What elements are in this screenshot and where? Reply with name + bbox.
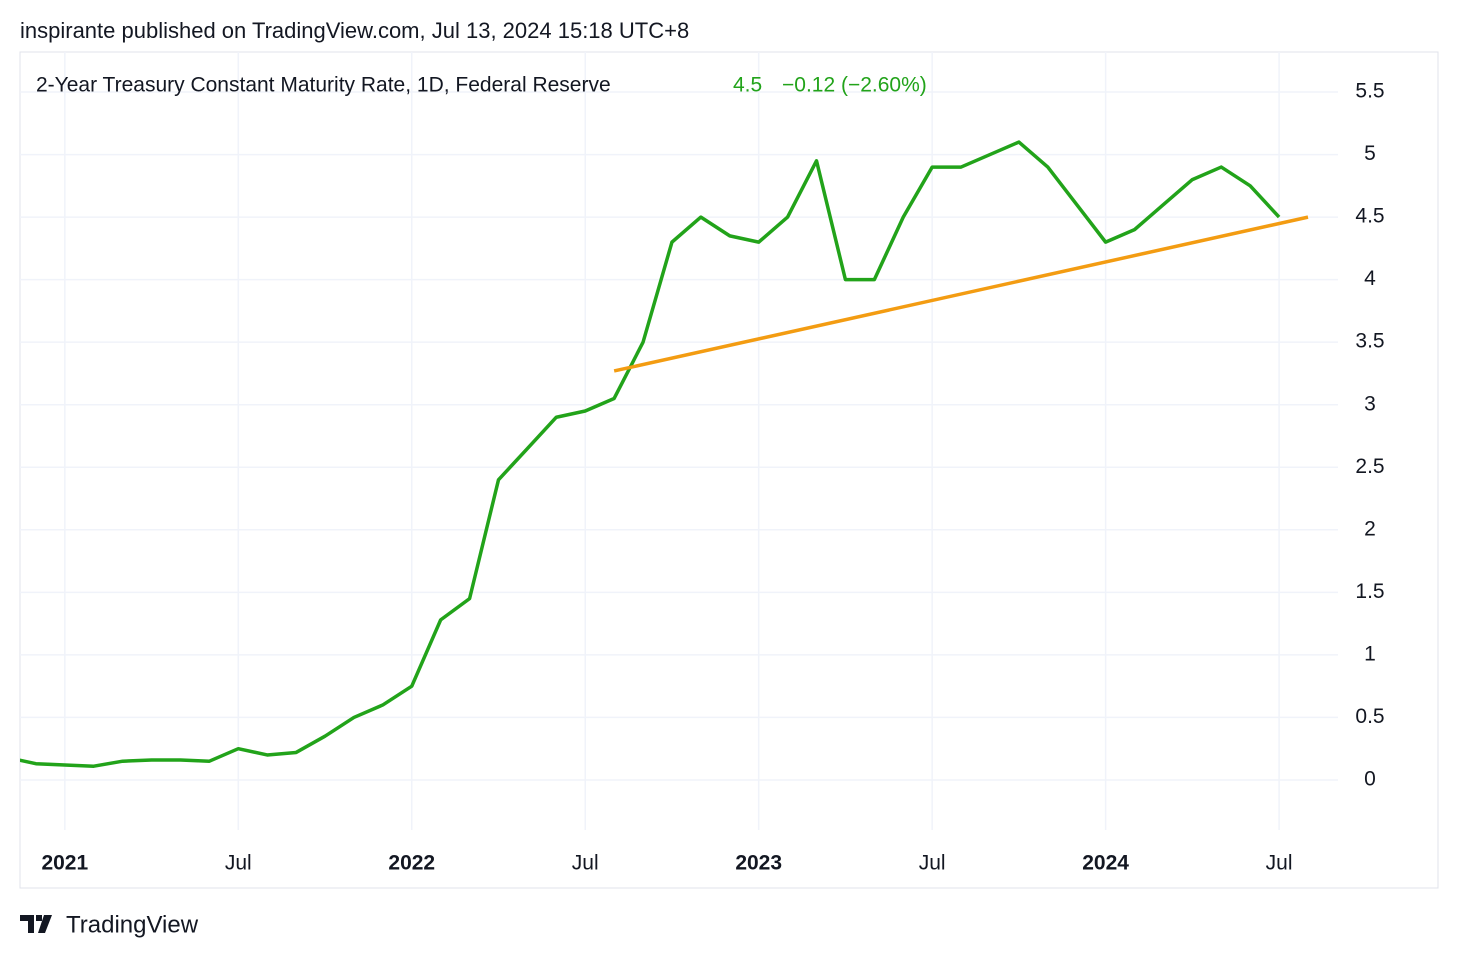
x-tick-label: Jul	[1266, 852, 1293, 875]
y-tick-label: 5.5	[1355, 80, 1384, 103]
x-tick-label: Jul	[572, 852, 599, 875]
y-tick-label: 2	[1364, 517, 1376, 540]
attribution: inspirante published on TradingView.com,…	[20, 18, 689, 43]
y-tick-label: 0.5	[1355, 705, 1384, 728]
y-tick-label: 2.5	[1355, 455, 1384, 478]
y-tick-label: 1	[1364, 642, 1376, 665]
y-tick-label: 0	[1364, 768, 1376, 791]
y-tick-label: 4	[1364, 267, 1376, 290]
logo	[20, 915, 52, 933]
data-line	[20, 140, 1281, 768]
x-tick-label: 2024	[1082, 852, 1129, 875]
change: −0.12 (−2.60%)	[782, 74, 927, 97]
logo-icon	[20, 915, 52, 933]
trend-line	[613, 215, 1309, 373]
x-tick-label: Jul	[225, 852, 252, 875]
y-tick-label: 4.5	[1355, 205, 1384, 228]
x-tick-label: Jul	[919, 852, 946, 875]
chart-frame	[19, 51, 1439, 889]
x-tick-label: 2023	[735, 852, 782, 875]
y-tick-label: 3	[1364, 392, 1376, 415]
chart-title: 2-Year Treasury Constant Maturity Rate, …	[36, 74, 611, 97]
footer-brand: TradingView	[66, 911, 199, 938]
y-tick-label: 5	[1364, 142, 1376, 165]
grid	[20, 52, 1338, 830]
y-tick-label: 1.5	[1355, 580, 1384, 603]
plot	[20, 140, 1281, 768]
x-tick-label: 2021	[41, 852, 88, 875]
last-value: 4.5	[733, 74, 762, 97]
y-tick-label: 3.5	[1355, 330, 1384, 353]
x-tick-label: 2022	[388, 852, 435, 875]
